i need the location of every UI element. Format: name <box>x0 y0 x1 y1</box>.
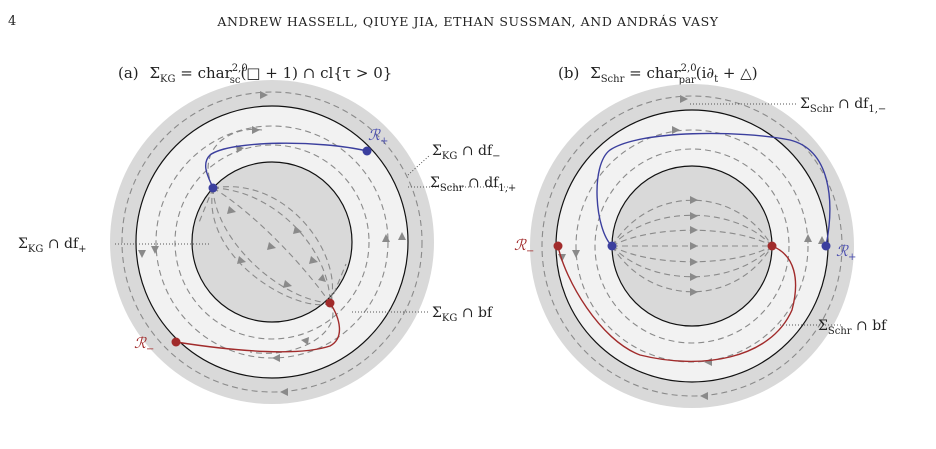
label-schr-df1plus: ΣSchr ∩ df1,+ <box>430 175 516 194</box>
radial-point-minus <box>171 337 181 347</box>
radial-point-bf <box>325 298 335 308</box>
page-number: 4 <box>8 14 17 29</box>
running-head-authors: ANDREW HASSELL, QIUYE JIA, ETHAN SUSSMAN… <box>217 14 719 29</box>
r-plus-label: ℛ+ <box>836 242 856 263</box>
blue-trajectory <box>596 132 831 247</box>
radial-point-plus <box>362 146 372 156</box>
label-schr-df1minus: ΣSchr ∩ df1,− <box>800 96 886 115</box>
label-schr-bf: ΣSchr ∩ bf <box>818 318 888 337</box>
red-trajectory <box>557 245 797 363</box>
radial-point-plus <box>821 241 831 251</box>
label-kg-bf: ΣKG ∩ bf <box>432 305 494 324</box>
red-trajectory <box>175 302 341 353</box>
panel-a-caption: (a) ΣKG = char2,0 sc(□ + 1) ∩ cl{τ > 0} <box>118 63 392 86</box>
r-minus-label: ℛ− <box>514 236 534 257</box>
r-plus-label: ℛ+ <box>368 126 388 147</box>
radial-point-df-plus <box>208 183 218 193</box>
radial-point-inner-right <box>767 241 777 251</box>
label-kg-df-minus: ΣKG ∩ df− <box>432 143 501 162</box>
panel-b: (b) ΣSchr = char2,0 par(i∂t + △) <box>514 63 888 408</box>
label-kg-df-plus: ΣKG ∩ df+ <box>18 236 87 255</box>
panel-a: (a) ΣKG = char2,0 sc(□ + 1) ∩ cl{τ > 0} <box>18 63 516 404</box>
panel-b-caption: (b) ΣSchr = char2,0 par(i∂t + △) <box>558 63 758 86</box>
leader-df-minus <box>407 154 431 176</box>
blue-trajectory <box>205 142 368 189</box>
radial-point-minus <box>553 241 563 251</box>
inner-disk <box>191 161 353 323</box>
r-minus-label: ℛ− <box>134 334 154 355</box>
radial-point-inner-left <box>607 241 617 251</box>
flow-arrows <box>558 95 826 400</box>
flow-arrows <box>138 91 406 396</box>
